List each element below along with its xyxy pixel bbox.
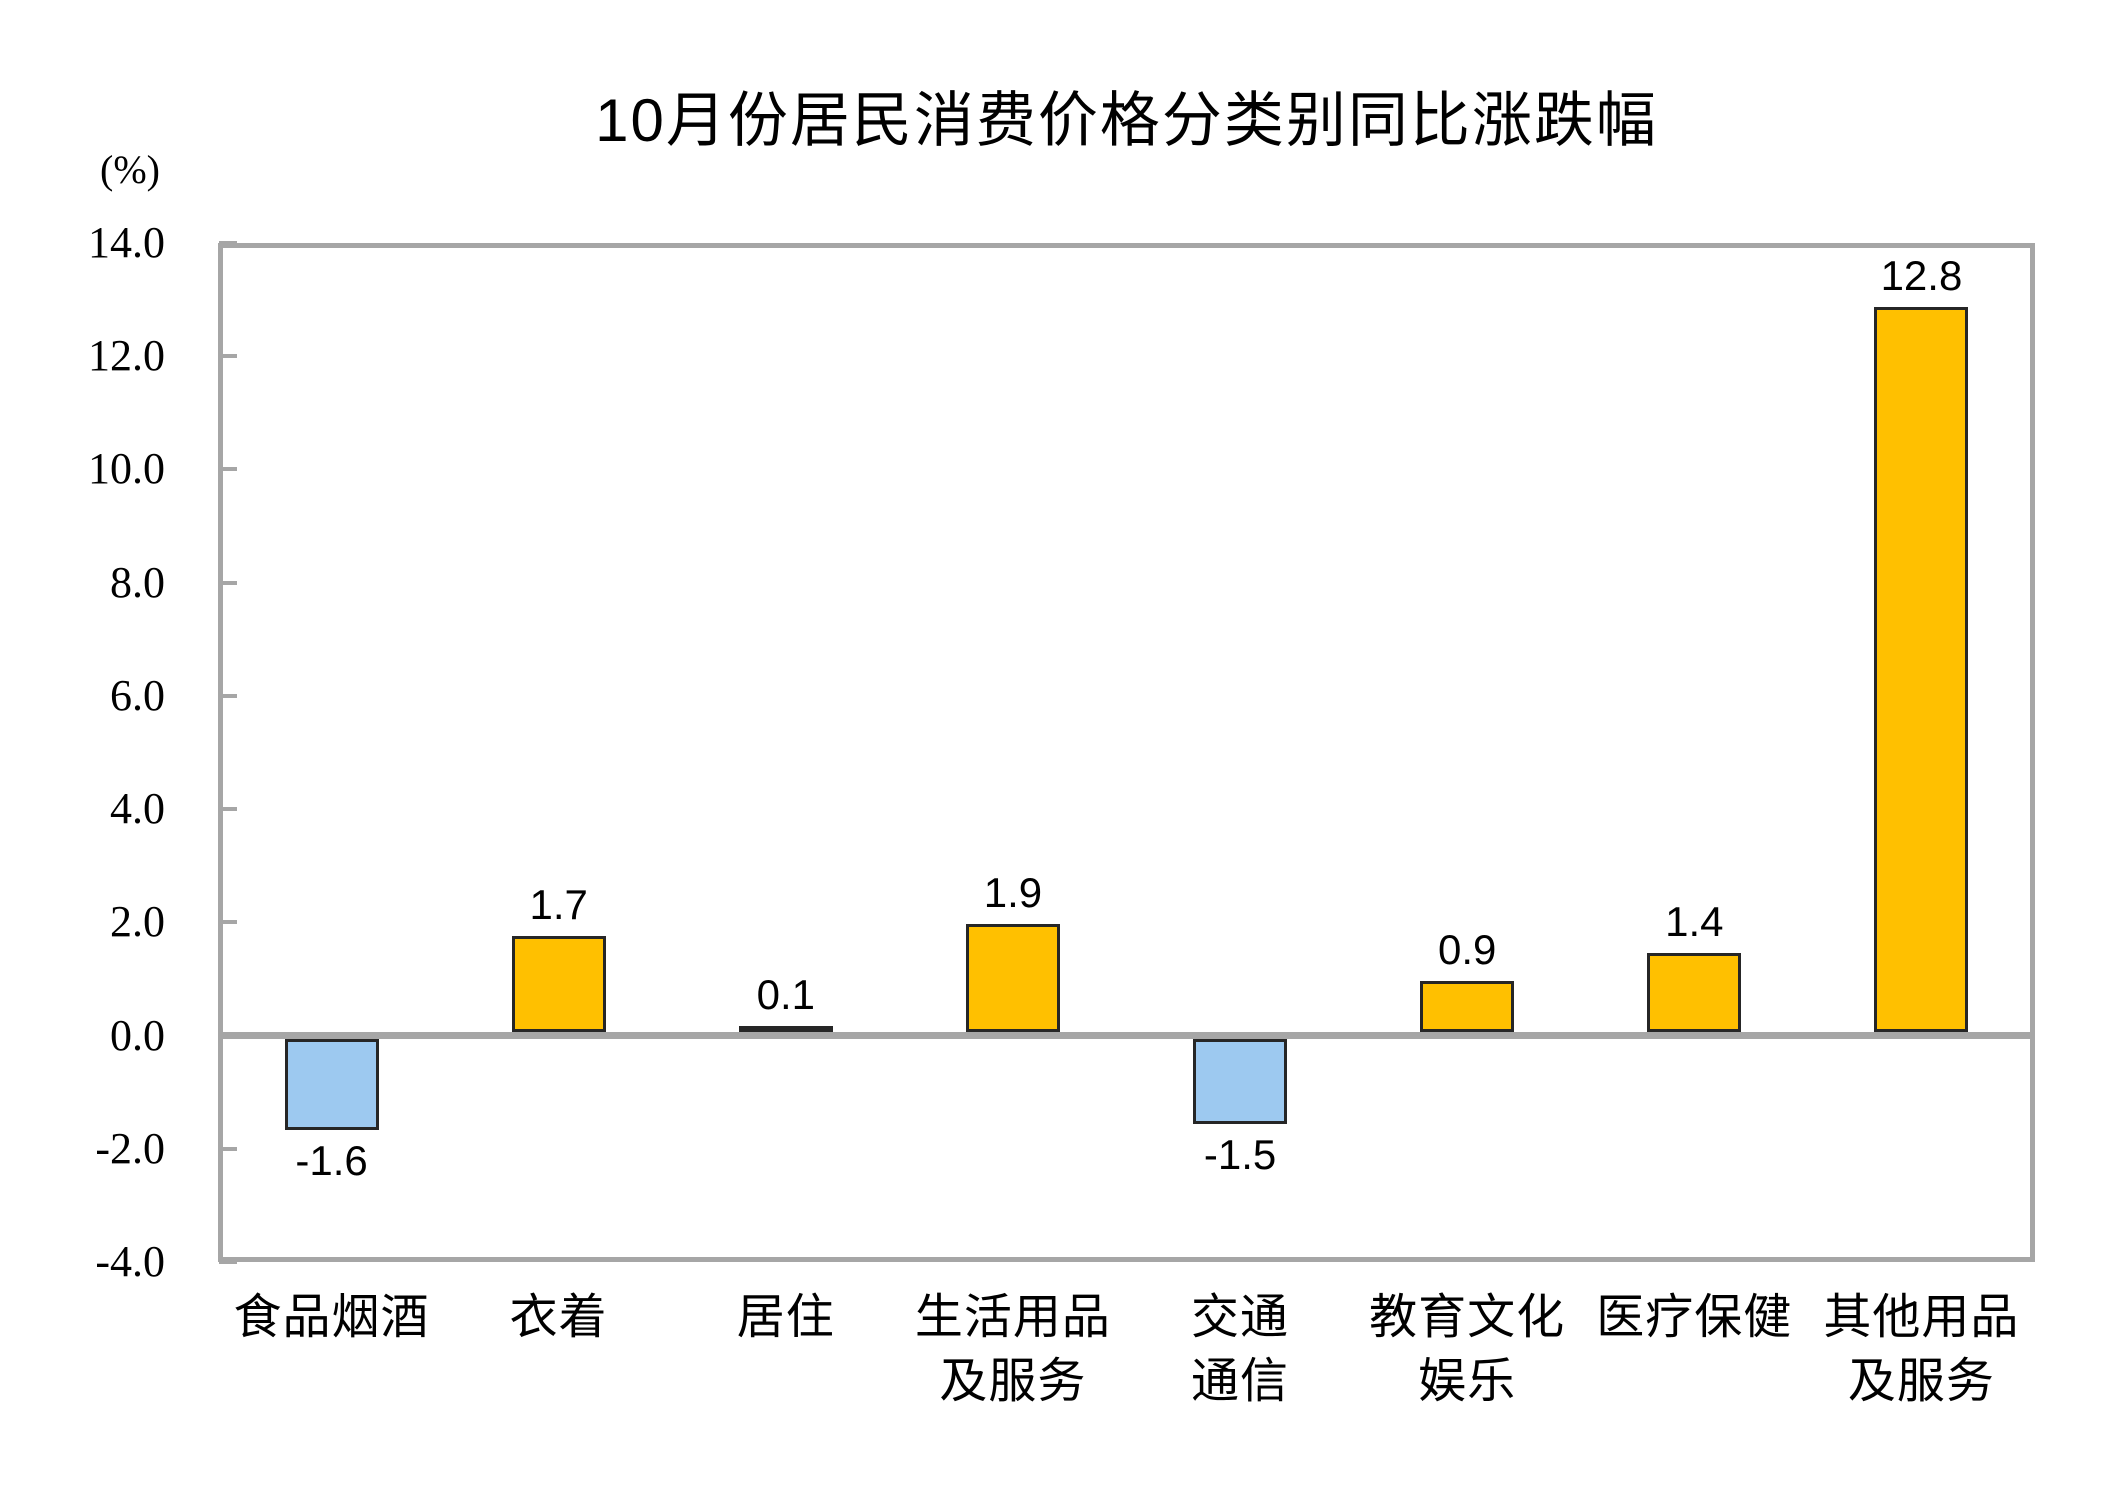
data-label-7: 1.4 [1665, 897, 1724, 945]
y-tick-label-12.0: 12.0 [88, 331, 165, 381]
y-axis-unit-label: (%) [100, 147, 160, 192]
category-label-3: 居住 [656, 1286, 916, 1350]
y-tick-mark-14.0 [219, 241, 237, 245]
category-label-8: 其他用品 及服务 [1791, 1286, 2051, 1414]
y-tick-mark-2.0 [219, 920, 237, 925]
zero-axis-line [218, 1032, 2035, 1040]
data-label-4: 1.9 [983, 869, 1043, 917]
y-tick-label-0.0: 0.0 [110, 1010, 165, 1060]
category-label-line: 交通 [1191, 1291, 1290, 1344]
category-label-line: 医疗保健 [1596, 1291, 1793, 1344]
y-tick-label-10.0: 10.0 [88, 444, 165, 494]
bar-2 [511, 935, 606, 1033]
category-label-line: 居住 [736, 1291, 835, 1344]
plot-area [218, 243, 2035, 1262]
data-label-5: -1.5 [1203, 1130, 1277, 1178]
bar-4 [965, 924, 1060, 1033]
data-label-2: 1.7 [529, 880, 588, 928]
category-label-line: 衣着 [509, 1291, 608, 1344]
bar-7 [1647, 952, 1742, 1033]
category-label-line: 生活用品 [914, 1291, 1111, 1344]
bar-8 [1874, 307, 1969, 1033]
y-tick-mark--2.0 [219, 1146, 237, 1151]
y-tick-label-8.0: 8.0 [110, 557, 165, 607]
category-label-line: 娱乐 [1418, 1355, 1517, 1408]
bar-5 [1193, 1039, 1288, 1124]
category-label-line: 及服务 [1847, 1355, 1995, 1408]
data-label-6: 0.9 [1437, 926, 1497, 974]
category-label-line: 食品烟酒 [233, 1291, 430, 1344]
category-label-2: 衣着 [429, 1286, 689, 1350]
y-tick-mark-6.0 [219, 693, 237, 698]
y-tick-label-2.0: 2.0 [110, 897, 165, 947]
y-tick-mark--4.0 [219, 1260, 237, 1264]
category-label-5: 交通 通信 [1110, 1286, 1370, 1414]
y-tick-mark-10.0 [219, 467, 237, 472]
category-label-line: 教育文化 [1369, 1291, 1566, 1344]
y-tick-label-4.0: 4.0 [110, 784, 165, 834]
bar-1 [284, 1039, 379, 1130]
chart-title: 10月份居民消费价格分类别同比涨跌幅 [595, 87, 1658, 154]
category-label-7: 医疗保健 [1564, 1286, 1824, 1350]
y-tick-mark-4.0 [219, 807, 237, 812]
category-label-1: 食品烟酒 [202, 1286, 462, 1350]
bar-3 [738, 1026, 833, 1033]
y-tick-label--2.0: -2.0 [95, 1123, 165, 1173]
y-tick-mark-8.0 [219, 580, 237, 585]
category-label-line: 其他用品 [1823, 1291, 2020, 1344]
data-label-3: 0.1 [756, 971, 815, 1019]
category-label-4: 生活用品 及服务 [883, 1286, 1143, 1414]
data-label-1: -1.6 [295, 1136, 368, 1184]
category-label-6: 教育文化 娱乐 [1337, 1286, 1597, 1414]
data-label-8: 12.8 [1880, 252, 1963, 300]
bar-6 [1420, 981, 1515, 1033]
y-tick-label-14.0: 14.0 [88, 218, 165, 267]
y-tick-label-6.0: 6.0 [110, 670, 165, 720]
category-label-line: 通信 [1191, 1355, 1290, 1408]
y-tick-mark-12.0 [219, 354, 237, 359]
y-tick-label--4.0: -4.0 [95, 1237, 165, 1286]
category-label-line: 及服务 [939, 1355, 1087, 1408]
